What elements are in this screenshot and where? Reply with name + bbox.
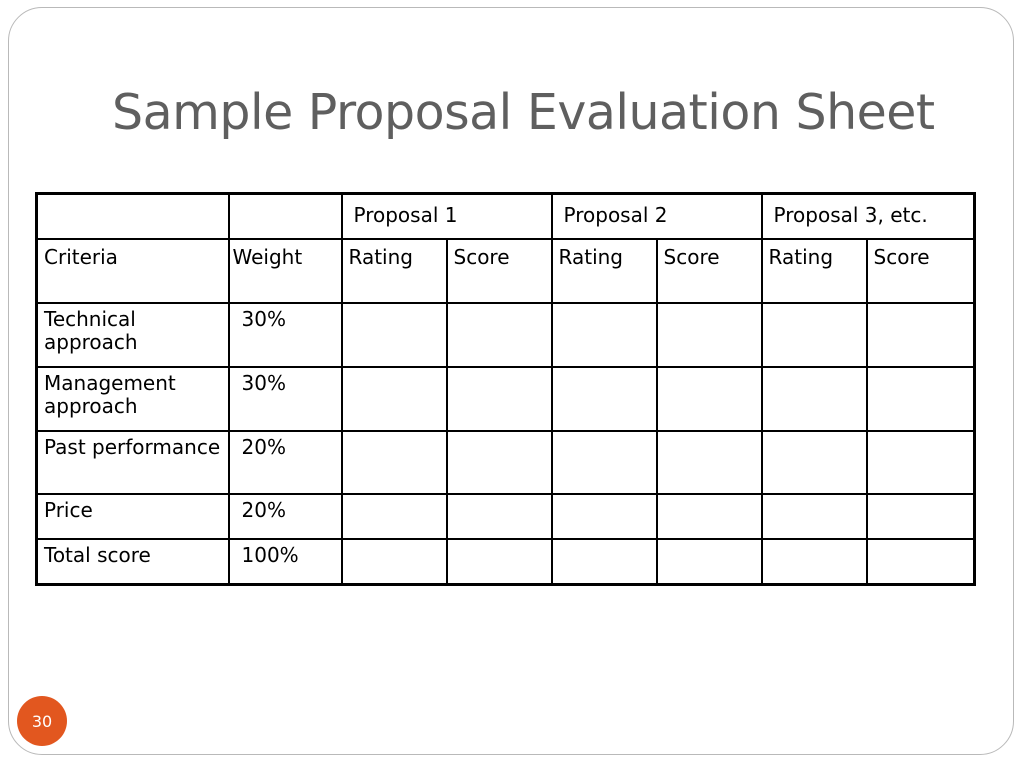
rating-cell	[760, 429, 868, 495]
proposal-header: Proposal 2	[550, 192, 763, 240]
score-cell	[445, 365, 553, 432]
score-cell	[655, 365, 763, 432]
rating-cell	[340, 301, 448, 368]
rating-cell	[340, 537, 448, 586]
criteria-cell: Total score	[35, 537, 230, 586]
rating-cell	[550, 301, 658, 368]
score-cell	[865, 492, 976, 540]
weight-cell: 100%	[227, 537, 343, 586]
score-cell	[865, 301, 976, 368]
evaluation-table: Proposal 1 Proposal 2 Proposal 3, etc. C…	[35, 192, 977, 586]
empty-header-cell	[35, 192, 230, 240]
column-header-score: Score	[655, 237, 763, 304]
column-header-weight: Weight	[227, 237, 343, 304]
weight-cell: 20%	[227, 492, 343, 540]
column-header-criteria: Criteria	[35, 237, 230, 304]
score-cell	[445, 492, 553, 540]
score-cell	[865, 429, 976, 495]
score-cell	[655, 492, 763, 540]
rating-cell	[760, 492, 868, 540]
column-header-rating: Rating	[760, 237, 868, 304]
column-header-score: Score	[445, 237, 553, 304]
rating-cell	[760, 301, 868, 368]
proposal-header: Proposal 1	[340, 192, 553, 240]
rating-cell	[340, 429, 448, 495]
score-cell	[655, 537, 763, 586]
weight-cell: 30%	[227, 301, 343, 368]
table-row: Management approach 30%	[35, 365, 976, 432]
rating-cell	[550, 365, 658, 432]
proposal-header: Proposal 3, etc.	[760, 192, 976, 240]
rating-cell	[760, 537, 868, 586]
table-row: Technical approach 30%	[35, 301, 976, 368]
score-cell	[655, 301, 763, 368]
rating-cell	[550, 492, 658, 540]
page-number-badge: 30	[17, 696, 67, 746]
column-header-rating: Rating	[340, 237, 448, 304]
proposal-header-row: Proposal 1 Proposal 2 Proposal 3, etc.	[35, 192, 976, 240]
table-row: Price 20%	[35, 492, 976, 540]
score-cell	[865, 365, 976, 432]
criteria-cell: Price	[35, 492, 230, 540]
slide-title: Sample Proposal Evaluation Sheet	[112, 84, 935, 141]
rating-cell	[340, 492, 448, 540]
empty-header-cell	[227, 192, 343, 240]
score-cell	[445, 301, 553, 368]
rating-cell	[340, 365, 448, 432]
score-cell	[655, 429, 763, 495]
score-cell	[865, 537, 976, 586]
score-cell	[445, 429, 553, 495]
criteria-cell: Technical approach	[35, 301, 230, 368]
weight-cell: 30%	[227, 365, 343, 432]
rating-cell	[760, 365, 868, 432]
table-row: Past performance 20%	[35, 429, 976, 495]
rating-cell	[550, 429, 658, 495]
weight-cell: 20%	[227, 429, 343, 495]
rating-cell	[550, 537, 658, 586]
criteria-cell: Past performance	[35, 429, 230, 495]
column-header-rating: Rating	[550, 237, 658, 304]
criteria-cell: Management approach	[35, 365, 230, 432]
column-header-row: Criteria Weight Rating Score Rating Scor…	[35, 237, 976, 304]
score-cell	[445, 537, 553, 586]
column-header-score: Score	[865, 237, 976, 304]
table-row: Total score 100%	[35, 537, 976, 586]
